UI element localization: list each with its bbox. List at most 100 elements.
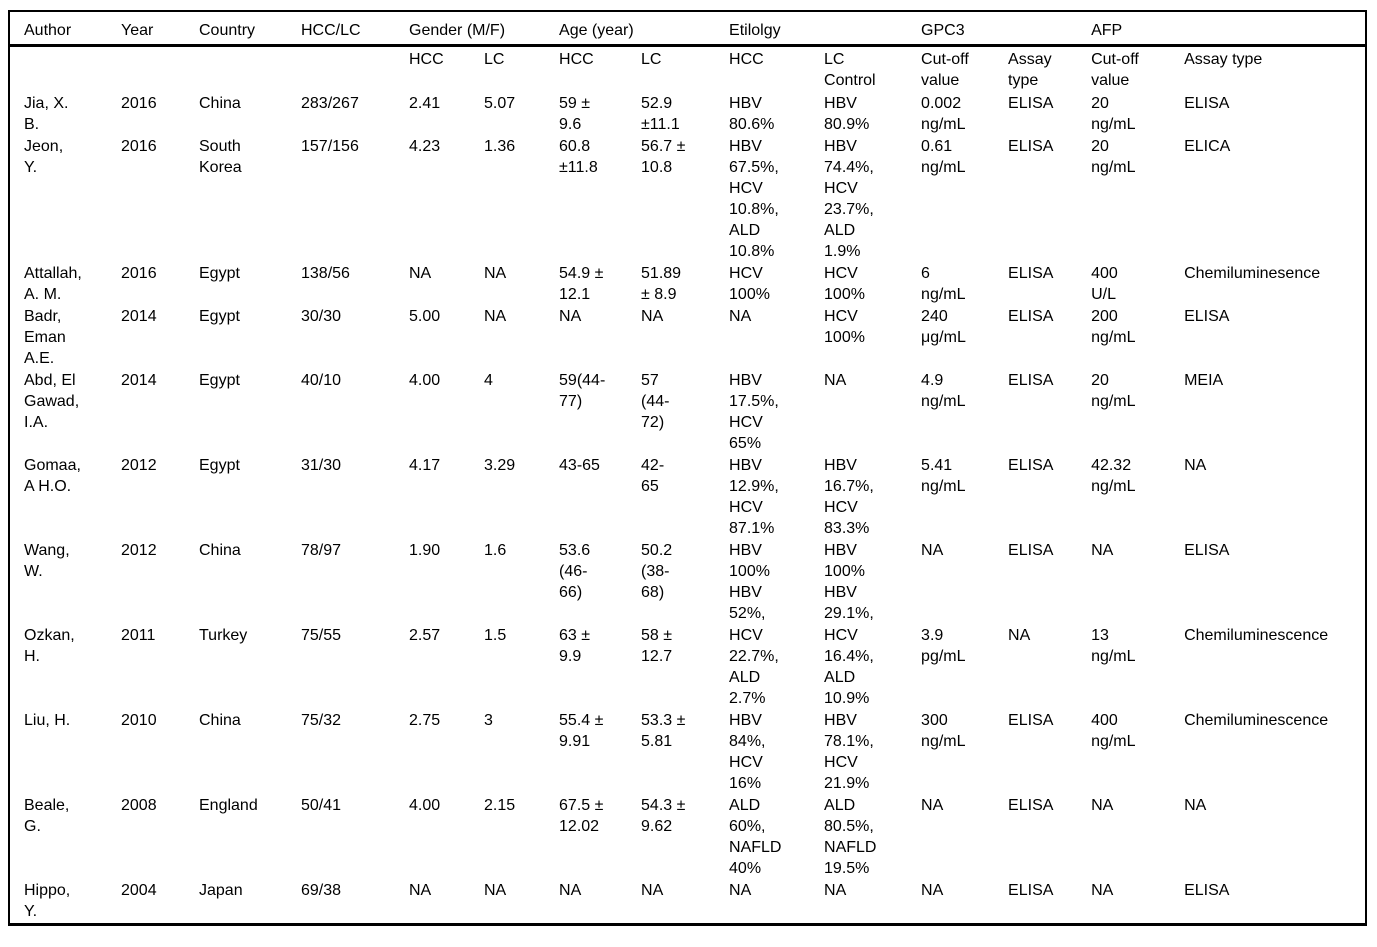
table-row: Jia, X. B. 2016 China 283/267 2.41 5.07 59 ± 9… [9, 93, 1366, 136]
table-row: Badr, Eman A.E. 2014 Egypt 30/30 5.00 NA NA NA N… [9, 306, 1366, 370]
table-cell: 60.8 ±11.8 [559, 138, 598, 176]
table-cell: 138/56 [301, 265, 350, 282]
table-cell: NA [484, 265, 507, 282]
table-cell: Hippo, Y. [24, 882, 71, 920]
table-cell: HBV 12.9%, HCV 87.1% [729, 457, 779, 537]
table-cell: NA [729, 308, 752, 325]
sub-header-cell: Assay type [1184, 51, 1263, 68]
table-cell: 6 ng/mL [921, 265, 966, 303]
table-cell: NA [824, 882, 847, 899]
table-cell: HCV 16.4%, ALD 10.9% [824, 627, 874, 707]
group-header-cell: HCC/LC [301, 11, 409, 47]
table-cell: 4.17 [409, 457, 441, 474]
table-cell: ELISA [1008, 372, 1054, 389]
group-header-cell: Author [9, 11, 121, 47]
table-cell: Abd, El Gawad, I.A. [24, 372, 80, 431]
group-header-cell: Etilolgy [729, 11, 922, 47]
group-header-cell: Age (year) [559, 11, 730, 47]
table-cell: ELISA [1008, 138, 1054, 155]
table-cell: 2012 [121, 457, 157, 474]
table-cell: 67.5 ± 12.02 [559, 797, 604, 835]
table-cell: China [199, 95, 241, 112]
study-characteristics-table: Author Year Country HCC/LC Gender (M/F) Age (… [8, 10, 1368, 926]
table-cell: HBV 84%, HCV 16% [729, 712, 766, 792]
table-cell: HCV 100% [824, 308, 865, 346]
table-cell: ALD 60%, NAFLD 40% [729, 797, 782, 877]
table-cell: NA [484, 882, 507, 899]
group-header-row: Author Year Country HCC/LC Gender (M/F) Age (… [9, 11, 1367, 47]
table-cell: 75/55 [301, 627, 342, 644]
table-cell: 1.36 [484, 138, 516, 155]
table-cell: 50/41 [301, 797, 342, 814]
table-cell: 3.29 [484, 457, 516, 474]
table-cell: 400 ng/mL [1091, 712, 1136, 750]
table-cell: 54.9 ± 12.1 [559, 265, 604, 303]
table-cell: 3.9 pg/mL [921, 627, 966, 665]
table-row: Wang, W. 2012 China 78/97 1.90 1.6 53.6 (46- 6… [9, 540, 1366, 625]
table-cell: NA [484, 308, 507, 325]
sub-header-cell: LC [641, 51, 662, 68]
table-cell: 157/156 [301, 138, 359, 155]
sub-header-cell: LC Control [824, 51, 876, 89]
group-header-cell: AFP [1091, 11, 1367, 47]
table-cell: 2016 [121, 95, 157, 112]
table-cell: NA [1184, 797, 1207, 814]
table-cell: Chemiluminescence [1184, 712, 1329, 729]
sub-header-cell: Cut-off value [1091, 51, 1139, 89]
table-cell: HBV 67.5%, HCV 10.8%, ALD 10.8% [729, 138, 779, 260]
table-cell: NA [641, 882, 664, 899]
sub-header-cell [9, 46, 121, 94]
table-cell: 63 ± 9.9 [559, 627, 591, 665]
table-cell: 59(44- 77) [559, 372, 606, 410]
table-cell: MEIA [1184, 372, 1224, 389]
table-cell: HBV 80.6% [729, 95, 775, 133]
table-cell: HCV 100% [824, 265, 865, 303]
table-body: Jia, X. B. 2016 China 283/267 2.41 5.07 59 ± 9… [9, 93, 1366, 925]
table-cell: Chemiluminesence [1184, 265, 1321, 282]
table-cell: 300 ng/mL [921, 712, 966, 750]
table-cell: ELISA [1008, 265, 1054, 282]
table-cell: 283/267 [301, 95, 359, 112]
table-cell: ELICA [1184, 138, 1231, 155]
table-cell: Chemiluminescence [1184, 627, 1329, 644]
table-cell: NA [1184, 457, 1207, 474]
table-cell: China [199, 542, 241, 559]
table-row: Abd, El Gawad, I.A. 2014 Egypt 40/10 4.00 4 59… [9, 370, 1366, 455]
table-cell: 42.32 ng/mL [1091, 457, 1136, 495]
table-cell: HBV 100% HBV 29.1%, [824, 542, 874, 622]
table-row: Beale, G. 2008 England 50/41 4.00 2.15 67.5 ± … [9, 795, 1366, 880]
table-cell: 20 ng/mL [1091, 138, 1136, 176]
table-cell: HBV 100% HBV 52%, [729, 542, 770, 622]
table-cell: 40/10 [301, 372, 342, 389]
table-cell: 4 [484, 372, 493, 389]
table-cell: NA [921, 882, 944, 899]
table-cell: NA [1008, 627, 1031, 644]
table-cell: 0.61 ng/mL [921, 138, 966, 176]
table-cell: ELISA [1184, 542, 1230, 559]
table-row: Hippo, Y. 2004 Japan 69/38 NA NA NA NA NA NA NA ELI… [9, 880, 1366, 925]
table-cell: Attallah, A. M. [24, 265, 82, 303]
table-cell: NA [824, 372, 847, 389]
table-cell: 2012 [121, 542, 157, 559]
sub-header-cell: HCC [559, 51, 594, 68]
table-cell: ELISA [1008, 712, 1054, 729]
table-cell: HBV 16.7%, HCV 83.3% [824, 457, 874, 537]
table-cell: NA [921, 797, 944, 814]
table-row: Gomaa, A H.O. 2012 Egypt 31/30 4.17 3.29 43-65… [9, 455, 1366, 540]
table-cell: NA [1091, 542, 1114, 559]
group-header-cell: Gender (M/F) [409, 11, 560, 47]
table-cell: Japan [199, 882, 243, 899]
table-cell: NA [921, 542, 944, 559]
table-cell: Egypt [199, 457, 240, 474]
table-cell: South Korea [199, 138, 242, 176]
table-cell: 2010 [121, 712, 157, 729]
sub-header-cell [199, 46, 301, 94]
table-cell: NA [559, 308, 582, 325]
table-cell: 13 ng/mL [1091, 627, 1136, 665]
table-row: Jeon, Y. 2016 South Korea 157/156 4.23 1.36 60… [9, 136, 1366, 263]
table-cell: Egypt [199, 308, 240, 325]
sub-header-cell: Cut-off value [921, 51, 969, 89]
table-cell: 20 ng/mL [1091, 372, 1136, 410]
group-header-cell: GPC3 [921, 11, 1092, 47]
sub-header-cell [301, 46, 409, 94]
